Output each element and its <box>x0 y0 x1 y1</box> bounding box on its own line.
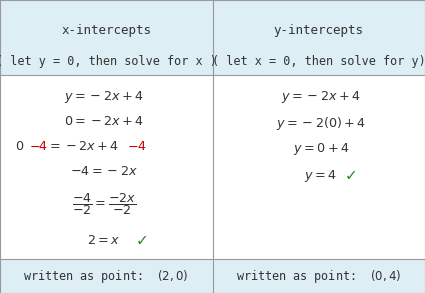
Text: $\dfrac{-4}{-2} = \dfrac{-2x}{-2}$: $\dfrac{-4}{-2} = \dfrac{-2x}{-2}$ <box>72 191 136 217</box>
Text: written as point:  $(2,0)$: written as point: $(2,0)$ <box>23 268 189 285</box>
Text: $y = -2x+4$: $y = -2x+4$ <box>64 89 144 105</box>
FancyBboxPatch shape <box>212 0 425 75</box>
Text: $-4 = -2x$: $-4 = -2x$ <box>70 165 138 178</box>
Text: y-intercepts: y-intercepts <box>274 24 364 37</box>
Text: ( let x = 0, then solve for y): ( let x = 0, then solve for y) <box>212 55 425 68</box>
Text: $y = -2x+4$: $y = -2x+4$ <box>281 89 361 105</box>
Text: $y = 0+4$: $y = 0+4$ <box>292 142 349 157</box>
Text: $2 = x$: $2 = x$ <box>88 234 121 247</box>
Text: $4$: $4$ <box>38 140 48 153</box>
Text: ( let y = 0, then solve for x ): ( let y = 0, then solve for x ) <box>0 55 217 68</box>
Text: x-intercepts: x-intercepts <box>61 24 151 37</box>
Text: ✓: ✓ <box>136 233 149 248</box>
Text: $-$: $-$ <box>29 140 40 153</box>
FancyBboxPatch shape <box>0 259 212 293</box>
Text: $y = -2(0)+4$: $y = -2(0)+4$ <box>276 115 366 132</box>
FancyBboxPatch shape <box>212 259 425 293</box>
Text: $= -2x + 4$: $= -2x + 4$ <box>47 140 119 153</box>
FancyBboxPatch shape <box>0 0 212 75</box>
FancyBboxPatch shape <box>0 75 425 259</box>
Text: $y = 4$: $y = 4$ <box>304 168 337 184</box>
Text: $0$: $0$ <box>15 140 24 153</box>
Text: $-$: $-$ <box>127 140 138 153</box>
Text: written as point:  $(0,4)$: written as point: $(0,4)$ <box>236 268 402 285</box>
Text: $4$: $4$ <box>137 140 146 153</box>
Text: $0 = -2x+4$: $0 = -2x+4$ <box>64 115 144 128</box>
Text: ✓: ✓ <box>344 168 357 183</box>
